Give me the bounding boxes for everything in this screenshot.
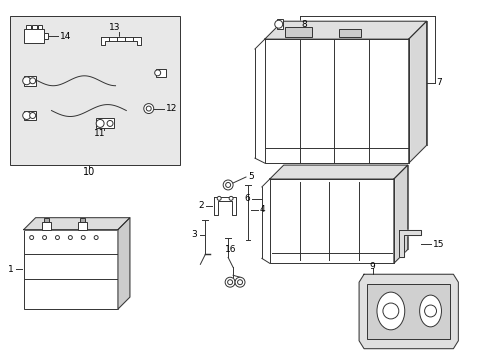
Text: 13: 13 [109, 23, 121, 32]
Circle shape [30, 235, 34, 239]
Circle shape [68, 235, 72, 239]
Circle shape [22, 112, 31, 120]
Circle shape [229, 196, 233, 201]
Circle shape [107, 121, 113, 126]
Text: 14: 14 [61, 32, 72, 41]
Circle shape [225, 183, 230, 188]
Circle shape [55, 235, 60, 239]
Polygon shape [393, 165, 407, 264]
Text: 15: 15 [432, 240, 443, 249]
Circle shape [224, 277, 235, 287]
Text: 10: 10 [83, 167, 95, 177]
Circle shape [424, 305, 436, 317]
Bar [339, 29, 360, 37]
Text: 3: 3 [191, 230, 197, 239]
Polygon shape [283, 165, 407, 249]
Text: 4: 4 [259, 205, 265, 214]
Bar [366, 284, 449, 339]
Text: 12: 12 [165, 104, 177, 113]
Circle shape [96, 120, 104, 127]
Text: 5: 5 [247, 171, 253, 180]
Polygon shape [282, 21, 426, 145]
Polygon shape [398, 230, 420, 257]
Circle shape [274, 20, 282, 28]
Text: 11: 11 [94, 129, 106, 138]
Text: 7: 7 [436, 78, 441, 87]
Bar [24, 230, 118, 309]
Text: 1: 1 [8, 265, 14, 274]
Circle shape [30, 78, 36, 84]
Circle shape [154, 70, 161, 76]
Bar [80, 218, 85, 222]
Bar [10, 16, 180, 165]
Bar [26, 25, 31, 29]
Ellipse shape [376, 292, 404, 330]
Bar [284, 27, 312, 37]
Bar [24, 76, 36, 86]
Polygon shape [24, 218, 130, 230]
Polygon shape [408, 21, 426, 163]
Circle shape [217, 196, 221, 201]
Polygon shape [264, 21, 426, 39]
Polygon shape [358, 274, 457, 349]
Bar [43, 33, 47, 39]
Circle shape [235, 277, 244, 287]
Bar [32, 25, 37, 29]
Circle shape [223, 180, 233, 190]
Bar [78, 222, 87, 230]
Bar [276, 19, 282, 29]
Polygon shape [269, 179, 393, 264]
Text: 8: 8 [301, 20, 306, 29]
Circle shape [42, 235, 46, 239]
Polygon shape [264, 39, 408, 163]
Text: 16: 16 [225, 245, 236, 254]
Circle shape [237, 280, 242, 285]
Circle shape [22, 77, 31, 85]
Bar [96, 118, 114, 129]
Polygon shape [118, 218, 130, 309]
Circle shape [94, 235, 98, 239]
Polygon shape [214, 197, 236, 215]
Polygon shape [101, 37, 141, 45]
Text: 6: 6 [244, 194, 249, 203]
Text: 9: 9 [368, 262, 374, 271]
Circle shape [81, 235, 85, 239]
Text: 2: 2 [198, 201, 204, 210]
Polygon shape [269, 165, 407, 179]
Circle shape [227, 280, 232, 285]
Circle shape [143, 104, 153, 113]
Circle shape [382, 303, 398, 319]
Bar [41, 222, 50, 230]
Bar [155, 69, 165, 77]
Circle shape [30, 113, 36, 118]
Bar [43, 218, 48, 222]
Bar [24, 29, 43, 43]
Circle shape [146, 106, 151, 111]
Bar [24, 111, 36, 121]
Ellipse shape [419, 295, 441, 327]
Bar [38, 25, 41, 29]
